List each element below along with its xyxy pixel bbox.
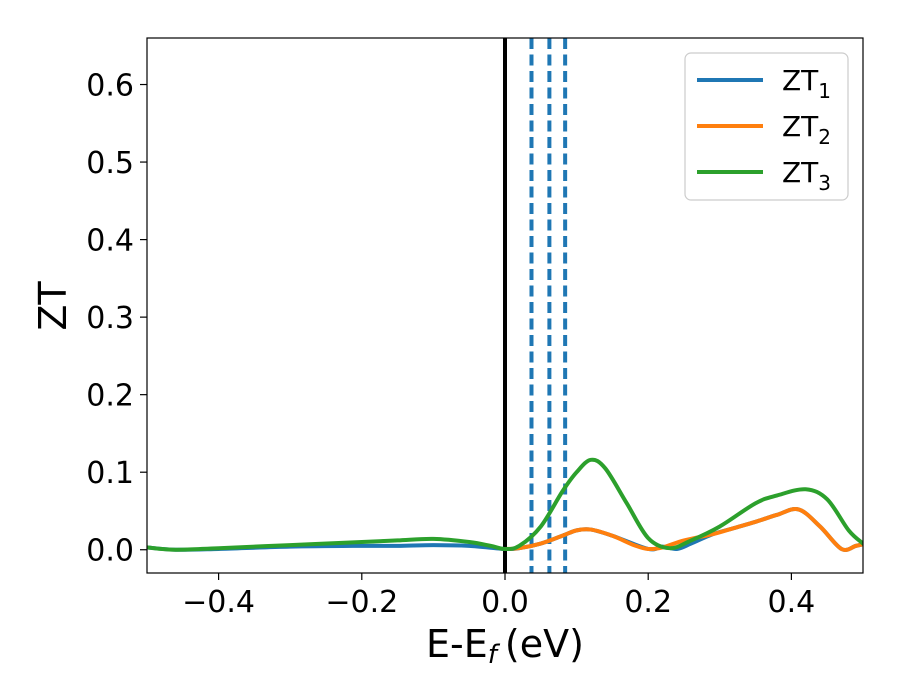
series-lines bbox=[147, 457, 863, 552]
y-tick-label: 0.5 bbox=[86, 146, 134, 181]
x-axis-title-main: E-E bbox=[426, 622, 488, 666]
reference-lines bbox=[503, 38, 568, 573]
x-tick-label: −0.2 bbox=[325, 585, 398, 620]
series-line-2 bbox=[503, 507, 863, 552]
y-tick-label: 0.1 bbox=[86, 456, 134, 491]
x-tick-label: −0.4 bbox=[182, 585, 255, 620]
x-axis-title: E-Ef (eV) bbox=[426, 622, 584, 670]
x-tick-label: 0.4 bbox=[768, 585, 816, 620]
y-tick-label: 0.4 bbox=[86, 224, 134, 259]
legend-label-2: ZT2 bbox=[782, 110, 831, 149]
x-axis-title-unit: (eV) bbox=[505, 622, 584, 666]
y-axis: 0.0 0.1 0.2 0.3 0.4 0.5 0.6 bbox=[86, 69, 147, 569]
y-tick-label: 0.0 bbox=[86, 534, 134, 569]
x-tick-label: 0.2 bbox=[624, 585, 672, 620]
legend-frame bbox=[684, 52, 849, 201]
x-axis: −0.4 −0.2 0.0 0.2 0.4 bbox=[182, 573, 815, 620]
x-tick-label: 0.0 bbox=[481, 585, 529, 620]
y-tick-label: 0.3 bbox=[86, 301, 134, 336]
y-tick-label: 0.6 bbox=[86, 69, 134, 104]
legend-label-3: ZT3 bbox=[782, 156, 831, 195]
series-line-3 bbox=[147, 457, 863, 552]
y-tick-label: 0.2 bbox=[86, 379, 134, 414]
legend: ZT1 ZT2 ZT3 bbox=[684, 52, 849, 201]
y-axis-title: ZT bbox=[31, 281, 75, 331]
x-axis-title-sub: f bbox=[488, 640, 501, 670]
legend-label-1: ZT1 bbox=[782, 64, 831, 103]
